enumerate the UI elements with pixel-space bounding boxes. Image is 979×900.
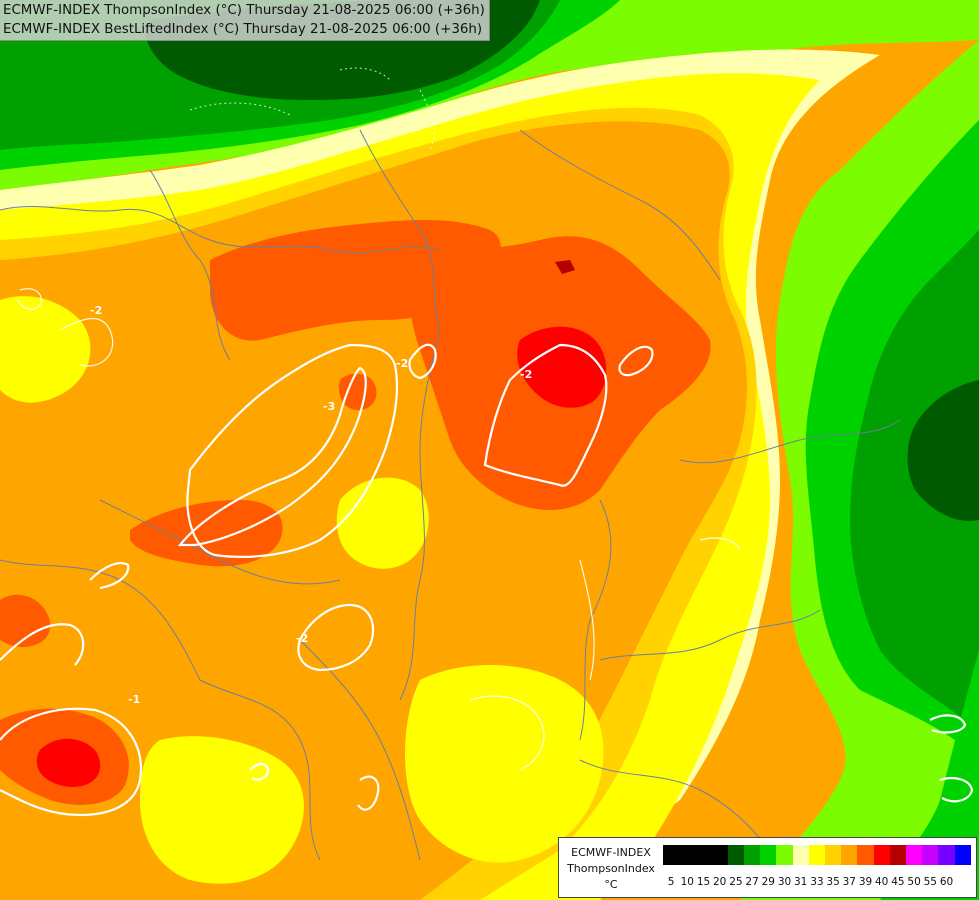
legend-swatch <box>760 845 777 865</box>
lifted-index-contours <box>0 343 974 817</box>
legend-tick: 33 <box>810 876 824 888</box>
legend-swatch <box>711 845 729 865</box>
legend-swatch <box>906 845 923 865</box>
legend-tick: 45 <box>891 876 905 888</box>
legend-swatch <box>663 845 680 865</box>
legend-swatch <box>679 845 696 865</box>
title-best-lifted-index: ECMWF-INDEX BestLiftedIndex (°C) Thursda… <box>3 22 483 37</box>
legend-swatch <box>857 845 875 865</box>
legend-tick: 29 <box>761 876 775 888</box>
legend-tick: 30 <box>777 876 792 888</box>
zone-dark-green-east <box>907 380 979 521</box>
zone-dark-orange-west <box>130 500 283 567</box>
legend-tick: 15 <box>696 876 711 888</box>
legend-swatch <box>873 845 891 865</box>
contour-label: -2 <box>396 357 408 370</box>
contour-label: -3 <box>323 400 335 413</box>
zone-dark-orange-small <box>339 373 377 410</box>
legend-swatch <box>808 845 826 865</box>
legend-swatch <box>744 845 761 865</box>
contour-label: -1 <box>128 693 140 706</box>
legend-tick: 35 <box>826 876 840 888</box>
zone-yellow-south <box>405 665 604 863</box>
legend-swatch <box>776 845 794 865</box>
legend-parameter-name: ThompsonIndex <box>567 862 655 875</box>
legend-swatch <box>727 845 745 865</box>
legend-tick: 27 <box>745 876 759 888</box>
legend-swatch <box>938 845 956 865</box>
legend-unit: °C <box>604 878 618 891</box>
border-lines <box>0 129 901 861</box>
color-legend: ECMWF-INDEX ThompsonIndex °C 5 10 15 20 25 27… <box>558 837 977 898</box>
zone-dark-orange-far-west <box>0 594 51 648</box>
legend-tick: 31 <box>794 876 808 888</box>
legend-tick: 25 <box>729 876 743 888</box>
title-thompson-index: ECMWF-INDEX ThompsonIndex (°C) Thursday … <box>3 3 485 18</box>
legend-swatch <box>922 845 939 865</box>
legend-tick: 60 <box>939 876 954 888</box>
legend-tick: 40 <box>875 876 889 888</box>
dotted-contours <box>189 67 435 151</box>
contour-label: -2 <box>296 632 308 645</box>
legend-tick: 39 <box>858 876 873 888</box>
legend-swatch <box>825 845 842 865</box>
map-title-box: ECMWF-INDEX ThompsonIndex (°C) Thursday … <box>0 0 490 41</box>
zone-yellow-southwest <box>140 736 304 884</box>
zone-yellow-inner <box>336 477 429 569</box>
zone-red-core-central <box>517 326 607 408</box>
legend-tick: 5 <box>667 876 675 888</box>
legend-tick: 55 <box>923 876 937 888</box>
legend-tick: 10 <box>680 876 694 888</box>
legend-swatch <box>841 845 858 865</box>
legend-swatch <box>695 845 713 865</box>
legend-model-name: ECMWF-INDEX <box>571 846 651 859</box>
legend-swatch <box>792 845 810 865</box>
zone-red-core-southwest <box>36 738 101 787</box>
legend-tick: 50 <box>907 876 921 888</box>
zone-dark-red-small <box>555 260 575 274</box>
contour-label: -2 <box>520 368 532 381</box>
zone-yellow-west <box>0 296 91 403</box>
legend-swatch <box>954 845 972 865</box>
lifted-index-thin-contours <box>17 288 741 771</box>
legend-tick: 20 <box>713 876 727 888</box>
contour-label: -2 <box>90 304 102 317</box>
legend-tick: 37 <box>842 876 856 888</box>
legend-swatch <box>889 845 907 865</box>
